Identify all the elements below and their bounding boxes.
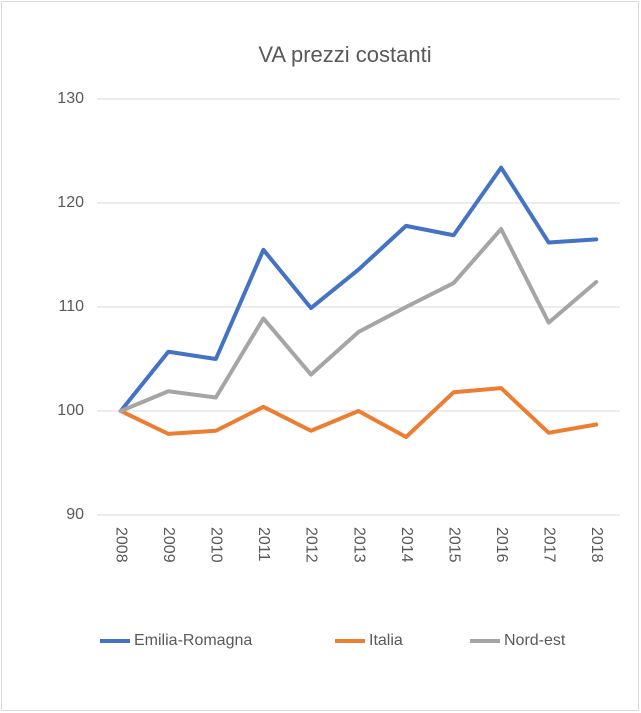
y-tick-label: 120 — [57, 194, 84, 211]
x-tick-label: 2009 — [160, 527, 177, 563]
x-tick-label: 2008 — [113, 527, 130, 563]
x-tick-label: 2018 — [588, 527, 605, 563]
legend-label: Nord-est — [504, 632, 566, 649]
legend-label: Emilia-Romagna — [134, 632, 252, 649]
y-tick-label: 100 — [57, 402, 84, 419]
legend-label: Italia — [369, 632, 403, 649]
series-line — [118, 227, 599, 413]
series-line — [118, 386, 599, 439]
y-tick-label: 90 — [66, 506, 84, 523]
series-line — [118, 165, 599, 413]
y-tick-label: 110 — [58, 298, 84, 315]
y-tick-label: 130 — [57, 90, 84, 107]
x-tick-label: 2016 — [493, 527, 510, 563]
x-tick-label: 2010 — [208, 527, 225, 563]
x-tick-label: 2014 — [398, 527, 415, 563]
x-tick-label: 2017 — [540, 527, 557, 563]
x-tick-label: 2015 — [445, 527, 462, 563]
x-tick-label: 2013 — [350, 527, 367, 563]
chart-title: VA prezzi costanti — [258, 42, 431, 67]
x-tick-label: 2011 — [255, 527, 272, 562]
x-tick-label: 2012 — [303, 527, 320, 563]
